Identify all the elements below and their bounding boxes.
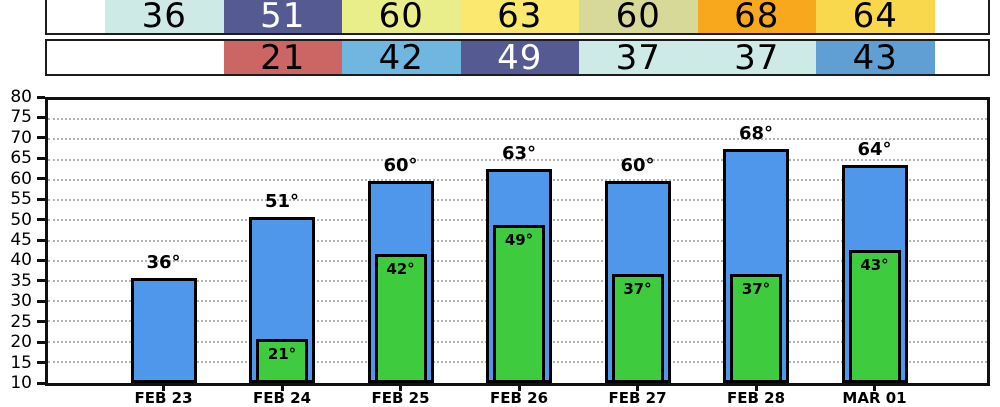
gridline [48,138,987,141]
low-bar [730,273,782,383]
y-tick-mark [37,361,45,365]
low-temp-cell: 21 [223,41,342,74]
y-tick-label: 75 [10,107,32,128]
low-bar-value-label: 43° [860,255,889,274]
high-temp-cell: 36 [105,0,224,33]
high-bar-value-label: 51° [264,191,300,213]
low-bar [256,338,308,383]
y-tick-mark [37,258,45,262]
high-bar-value-label: 60° [383,154,418,176]
gridline [48,158,987,161]
y-tick-mark [37,95,45,99]
x-tick-mark [162,386,165,391]
x-tick-label: FEB 28 [726,389,786,407]
y-tick-mark [37,197,45,201]
low-bar-value-label: 37° [623,279,652,298]
low-bar [848,249,901,383]
y-tick-label: 70 [10,127,32,148]
y-tick-mark [37,340,45,344]
low-bar [611,273,664,383]
y-tick-label: 25 [10,311,32,332]
low-temp-cell: 49 [460,41,579,74]
high-bar [130,277,197,383]
y-tick-label: 10 [10,373,32,393]
y-tick-label: 45 [10,230,32,250]
x-tick-mark [399,386,402,391]
low-bar-value-label: 42° [386,259,415,278]
low-bar-value-label: 21° [267,344,297,363]
high-temp-cell: 51 [223,0,342,33]
high-temp-cell: 60 [342,0,461,33]
y-tick-label: 15 [10,352,32,373]
y-tick-label: 65 [10,148,32,169]
x-tick-label: FEB 24 [252,389,312,407]
high-bar-value-label: 64° [857,138,892,160]
low-temp-cell: 43 [816,41,935,74]
low-bar-value-label: 37° [741,279,771,298]
y-tick-label: 80 [10,87,32,107]
y-tick-mark [37,238,45,242]
x-tick-label: FEB 26 [489,389,549,407]
low-bar [374,253,427,383]
high-bar-value-label: 60° [620,154,655,176]
low-bar-value-label: 49° [504,231,534,250]
x-tick-label: MAR 01 [842,389,907,407]
y-tick-label: 35 [10,270,32,291]
x-tick-mark [873,386,876,391]
x-tick-mark [517,386,521,391]
high-temp-cell: 63 [460,0,579,33]
low-bar [493,225,545,383]
y-tick-label: 30 [10,291,32,312]
y-tick-mark [37,115,45,119]
y-axis: 80 75 70 65 60 55 50 45 40 35 30 25 20 15 10 [0,87,45,393]
y-tick-label: 40 [10,250,32,271]
y-tick-label: 55 [10,189,32,210]
y-tick-mark [37,218,45,222]
y-tick-mark [37,299,45,303]
temperature-bar-chart: 36° 51° 21° 60° 42° 63° 49° 60° 37° 68° 37° 64° 43° [45,97,990,386]
y-tick-mark [37,320,45,324]
x-tick-mark [636,386,639,391]
high-bar-value-label: 36° [146,251,181,273]
high-bar-value-label: 63° [501,142,537,164]
y-tick-mark [37,136,45,140]
y-tick-mark [37,279,45,283]
high-temp-cell: 60 [579,0,698,33]
y-tick-mark [37,381,45,385]
high-temp-cell: 68 [697,0,816,33]
high-temp-cell: 64 [816,0,935,33]
low-temp-cell: 37 [579,41,698,74]
low-temp-cell: 37 [697,41,816,74]
x-tick-label: FEB 25 [371,389,430,407]
x-tick-mark [754,386,758,391]
y-tick-label: 60 [10,168,32,189]
y-tick-label: 50 [10,209,32,230]
gridline [48,118,987,121]
y-tick-label: 20 [10,332,32,353]
low-temp-cell: 42 [342,41,461,74]
x-tick-label: FEB 27 [608,389,667,407]
y-tick-mark [37,156,45,160]
low-temps-strip: 21 42 49 37 37 43 [45,39,990,76]
x-tick-mark [280,386,284,391]
y-tick-mark [37,177,45,181]
high-bar-value-label: 68° [738,122,774,144]
high-temps-strip: 36 51 60 63 60 68 64 [45,0,990,35]
x-tick-label: FEB 23 [134,389,193,407]
